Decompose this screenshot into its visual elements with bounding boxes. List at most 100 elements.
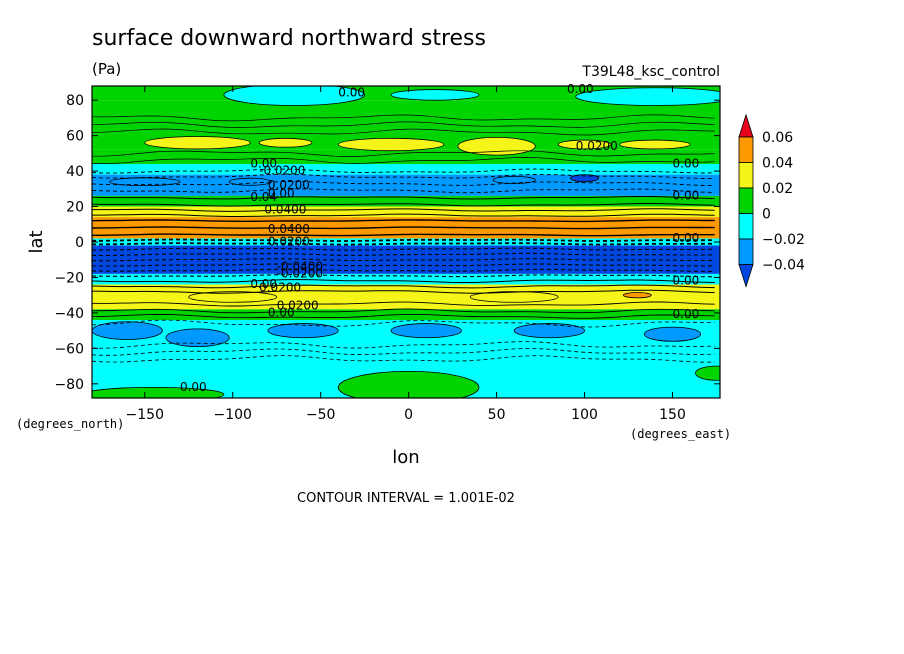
colorbar-level-label: 0.04 bbox=[762, 156, 793, 172]
x-tick-label: 150 bbox=[659, 407, 686, 423]
colorbar-min-arrow bbox=[738, 264, 754, 288]
contour-label: 0.00 bbox=[673, 274, 700, 288]
contour-patch bbox=[575, 87, 720, 106]
contour-line bbox=[92, 274, 715, 278]
contour-label: 0.00 bbox=[268, 305, 295, 319]
contour-patch bbox=[619, 139, 691, 150]
y-units-label: (degrees_north) bbox=[16, 417, 124, 431]
y-tick-label: −60 bbox=[54, 341, 84, 357]
contour-patch bbox=[492, 176, 536, 184]
contour-label: 0.0200 bbox=[576, 139, 618, 153]
contour-patch bbox=[188, 291, 278, 303]
contour-line bbox=[92, 313, 715, 319]
contour-label: 0.04 bbox=[250, 190, 277, 204]
contour-band bbox=[92, 273, 720, 285]
x-tick-label: −100 bbox=[214, 407, 252, 423]
contour-line bbox=[92, 196, 715, 200]
contour-label: -0.0400 bbox=[277, 259, 323, 273]
contour-label: 0.00 bbox=[673, 188, 700, 202]
dataset-label: T39L48_ksc_control bbox=[581, 64, 720, 80]
contour-label: 0.0200 bbox=[277, 298, 319, 312]
contour-label: 0.0200 bbox=[259, 281, 301, 295]
y-tick-label: 0 bbox=[75, 235, 84, 251]
colorbar-segment bbox=[738, 136, 754, 163]
contour-label: 0.00 bbox=[180, 380, 207, 394]
contour-patch bbox=[92, 386, 225, 398]
contour-patch bbox=[694, 365, 720, 381]
units-label: (Pa) bbox=[92, 60, 121, 78]
contour-line bbox=[92, 247, 715, 251]
x-units-label: (degrees_east) bbox=[630, 427, 731, 441]
contour-line bbox=[92, 168, 715, 174]
y-axis-label: lat bbox=[26, 230, 47, 253]
y-tick-label: 60 bbox=[66, 129, 84, 145]
contour-line bbox=[92, 263, 715, 267]
contour-line bbox=[92, 301, 715, 307]
contour-label: 0.00 bbox=[250, 157, 277, 171]
contour-patch bbox=[337, 137, 445, 152]
contour-line bbox=[92, 355, 715, 363]
plot-area bbox=[92, 86, 720, 398]
contour-label: 0.0400 bbox=[268, 222, 310, 236]
y-tick-label: −80 bbox=[54, 377, 84, 393]
x-tick-label: 0 bbox=[404, 407, 413, 423]
contour-patch bbox=[557, 139, 612, 150]
y-tick-label: −40 bbox=[54, 306, 84, 322]
contour-band bbox=[92, 164, 720, 175]
contour-patch bbox=[622, 292, 652, 299]
colorbar-segment bbox=[738, 187, 754, 214]
contour-line bbox=[92, 121, 715, 128]
colorbar-level-label: 0.06 bbox=[762, 130, 793, 146]
contour-line bbox=[92, 213, 715, 217]
contour-label: 0.00 bbox=[338, 86, 365, 100]
contour-line bbox=[92, 284, 715, 289]
colorbar-segment bbox=[738, 238, 754, 265]
contour-label: 0.00 bbox=[250, 277, 277, 291]
contour-line bbox=[92, 180, 715, 187]
contour-label: 0.00 bbox=[567, 82, 594, 96]
contour-line bbox=[92, 203, 715, 207]
contour-line bbox=[92, 114, 715, 122]
contour-label: 0.00 bbox=[673, 307, 700, 321]
contour-interval-label: CONTOUR INTERVAL = 1.001E-02 bbox=[297, 491, 515, 506]
contour-band bbox=[92, 206, 720, 218]
contour-line bbox=[92, 348, 715, 356]
contour-band bbox=[92, 245, 720, 274]
x-tick-label: 50 bbox=[488, 407, 506, 423]
y-tick-label: −20 bbox=[54, 270, 84, 286]
x-tick-label: 100 bbox=[571, 407, 598, 423]
contour-line bbox=[92, 173, 715, 179]
colorbar-segment bbox=[738, 162, 754, 189]
contour-patch bbox=[223, 86, 366, 106]
chart-title: surface downward northward stress bbox=[92, 26, 486, 51]
contour-label: 0.00 bbox=[673, 231, 700, 245]
contour-band bbox=[92, 195, 720, 207]
contour-line bbox=[92, 238, 715, 242]
contour-line bbox=[92, 252, 715, 257]
colorbar-segment bbox=[738, 213, 754, 240]
contour-label: -0.0200 bbox=[277, 266, 323, 280]
contour-label: -0.0200 bbox=[259, 164, 305, 178]
x-axis-label: lon bbox=[392, 447, 419, 468]
contour-line bbox=[92, 226, 715, 230]
contour-line bbox=[92, 150, 715, 157]
contour-patch bbox=[267, 323, 339, 339]
contour-line bbox=[92, 128, 715, 136]
contour-line bbox=[92, 219, 715, 223]
contour-label: 0.0200 bbox=[268, 178, 310, 192]
contour-band bbox=[92, 174, 720, 196]
contour-line bbox=[92, 308, 715, 314]
contour-label: 0.00 bbox=[268, 187, 295, 201]
contour-line bbox=[92, 258, 715, 262]
contour-line bbox=[92, 208, 715, 212]
contour-label: 0.0200 bbox=[268, 235, 310, 249]
colorbar-level-label: −0.04 bbox=[762, 258, 805, 274]
contour-patch bbox=[390, 323, 462, 339]
contour-line bbox=[92, 188, 715, 194]
contour-patch bbox=[92, 321, 163, 340]
contour-line bbox=[92, 242, 715, 246]
contour-patch bbox=[337, 371, 480, 398]
x-tick-label: −150 bbox=[126, 407, 164, 423]
colorbar-max-arrow bbox=[738, 113, 754, 138]
contour-line bbox=[92, 289, 715, 294]
